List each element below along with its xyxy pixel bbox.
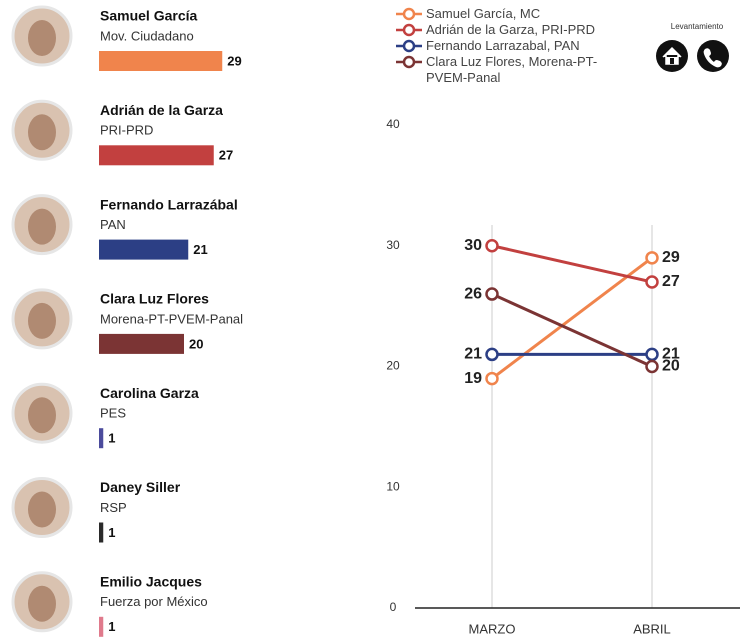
candidate-party: PRI-PRD: [100, 123, 153, 138]
value-label: 20: [189, 336, 203, 351]
candidate-name: Emilio Jacques: [100, 574, 202, 590]
candidate-name: Adrián de la Garza: [100, 102, 223, 118]
candidate-party: Morena-PT-PVEM-Panal: [100, 311, 243, 326]
candidate-name: Samuel García: [100, 8, 197, 24]
bar: [99, 51, 222, 71]
x-tick-label: MARZO: [469, 621, 516, 636]
legend-dot: [404, 41, 414, 51]
legend-label: Clara Luz Flores, Morena-PT-PVEM-Panal: [426, 54, 601, 86]
bar: [99, 145, 214, 165]
value-label: 1: [108, 431, 115, 446]
page: Levantamiento Samuel García Mov. Ciudadan…: [0, 0, 740, 639]
legend-item: Clara Luz Flores, Morena-PT-PVEM-Panal: [396, 54, 601, 86]
bar: [99, 334, 184, 354]
legend-dot: [404, 9, 414, 19]
candidate-party: PES: [100, 406, 126, 421]
y-tick-label: 0: [390, 600, 397, 614]
value-label: 19: [464, 370, 482, 387]
legend-label: Samuel García, MC: [426, 6, 540, 22]
legend-marker: [396, 7, 422, 21]
point: [647, 349, 658, 360]
candidate-party: Fuerza por México: [100, 594, 208, 609]
candidate-party: PAN: [100, 217, 126, 232]
legend-item: Adrián de la Garza, PRI-PRD: [396, 22, 601, 38]
value-label: 1: [108, 619, 115, 634]
photo-face: [28, 209, 56, 245]
candidate-name: Daney Siller: [100, 479, 181, 495]
candidate-name: Clara Luz Flores: [100, 291, 209, 307]
phone-button[interactable]: [697, 40, 729, 72]
legend-label: Adrián de la Garza, PRI-PRD: [426, 22, 595, 38]
chart: Levantamiento Samuel García Mov. Ciudadan…: [0, 0, 740, 639]
y-tick-label: 30: [386, 238, 400, 252]
value-label: 20: [662, 358, 680, 375]
photo-face: [28, 492, 56, 528]
value-label: 29: [227, 53, 241, 68]
bar: [99, 523, 103, 543]
legend-marker: [396, 55, 422, 69]
point: [487, 349, 498, 360]
legend-marker: [396, 23, 422, 37]
point: [487, 289, 498, 300]
point: [647, 361, 658, 372]
bar: [99, 240, 188, 260]
survey-label: Levantamiento: [671, 22, 724, 31]
point: [647, 252, 658, 263]
value-label: 27: [662, 273, 680, 290]
candidate-name: Fernando Larrazábal: [100, 196, 238, 212]
series-line: [492, 246, 652, 282]
candidate-name: Carolina Garza: [100, 385, 199, 401]
value-label: 26: [464, 285, 482, 302]
x-tick-label: ABRIL: [633, 621, 671, 636]
value-label: 21: [193, 242, 207, 257]
home-button[interactable]: [656, 40, 688, 72]
value-label: 21: [464, 346, 482, 363]
photo-face: [28, 20, 56, 56]
candidate-party: Mov. Ciudadano: [100, 28, 194, 43]
photo-face: [28, 303, 56, 339]
legend-item: Samuel García, MC: [396, 6, 601, 22]
legend-dot: [404, 57, 414, 67]
legend-label: Fernando Larrazabal, PAN: [426, 38, 580, 54]
value-label: 27: [219, 148, 233, 163]
bar: [99, 617, 103, 637]
y-tick-label: 10: [386, 479, 400, 493]
legend-item: Fernando Larrazabal, PAN: [396, 38, 601, 54]
legend-dot: [404, 25, 414, 35]
photo-face: [28, 586, 56, 622]
point: [487, 373, 498, 384]
y-tick-label: 20: [386, 359, 400, 373]
y-tick-label: 40: [386, 117, 400, 131]
value-label: 30: [464, 237, 482, 254]
value-label: 1: [108, 525, 115, 540]
photo-face: [28, 114, 56, 150]
value-label: 29: [662, 249, 680, 266]
legend-marker: [396, 39, 422, 53]
point: [487, 240, 498, 251]
point: [647, 276, 658, 287]
photo-face: [28, 397, 56, 433]
bar: [99, 428, 103, 448]
candidate-party: RSP: [100, 500, 127, 515]
